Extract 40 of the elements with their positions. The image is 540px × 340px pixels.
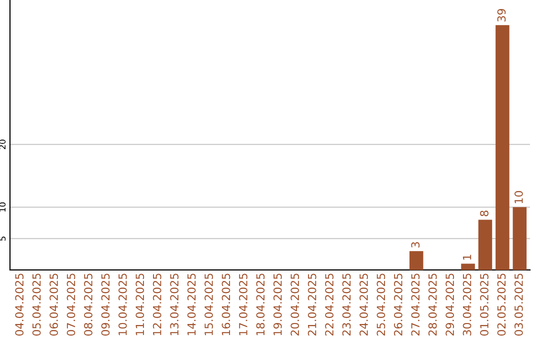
bar xyxy=(478,220,492,270)
data-label: 10 xyxy=(514,191,523,204)
x-tick-label: 09.04.2025 xyxy=(101,274,110,336)
x-tick-label: 02.05.2025 xyxy=(497,274,506,336)
x-tick-label: 25.04.2025 xyxy=(376,274,386,336)
x-tick-label: 26.04.2025 xyxy=(394,274,402,336)
x-tick-label: 15.04.2025 xyxy=(204,274,213,336)
x-tick-label: 23.04.2025 xyxy=(342,274,351,336)
x-tick-label: 28.04.2025 xyxy=(428,274,437,336)
x-tick-label: 20.04.2025 xyxy=(290,274,300,336)
x-tick-label: 13.04.2025 xyxy=(170,274,179,336)
x-tick-label: 21.04.2025 xyxy=(308,274,316,336)
bar xyxy=(512,207,527,270)
x-tick-label: 22.04.2025 xyxy=(325,274,334,336)
bar xyxy=(461,264,475,270)
x-tick-label: 27.04.2025 xyxy=(411,274,420,336)
x-tick-label: 04.04.2025 xyxy=(15,274,24,336)
data-label: 1 xyxy=(462,254,472,260)
x-tick-label: 18.04.2025 xyxy=(256,274,265,336)
x-tick-label: 08.04.2025 xyxy=(84,274,92,336)
data-label: 8 xyxy=(480,210,488,216)
x-tick-label: 30.04.2025 xyxy=(462,274,472,336)
x-tick-label: 14.04.2025 xyxy=(187,274,196,336)
x-tick-label: 19.04.2025 xyxy=(273,274,282,336)
data-label: 3 xyxy=(411,242,420,248)
x-tick-label: 16.04.2025 xyxy=(222,274,230,336)
x-tick-label: 12.04.2025 xyxy=(152,274,162,336)
x-tick-label: 29.04.2025 xyxy=(446,274,454,336)
x-tick-label: 17.04.2025 xyxy=(238,274,248,336)
data-label: 39 xyxy=(497,8,506,22)
x-tick-label: 05.04.2025 xyxy=(32,274,41,336)
x-tick-label: 10.04.2025 xyxy=(118,274,127,336)
x-tick-label: 11.04.2025 xyxy=(136,274,144,336)
bar xyxy=(496,25,510,270)
x-tick-label: 01.05.2025 xyxy=(480,274,488,336)
x-tick-label: 24.04.2025 xyxy=(360,274,368,336)
x-tick-label: 07.04.2025 xyxy=(66,274,76,336)
x-tick-label: 03.05.2025 xyxy=(514,274,523,336)
x-tick-label: 06.04.2025 xyxy=(50,274,58,336)
bar xyxy=(409,251,424,270)
